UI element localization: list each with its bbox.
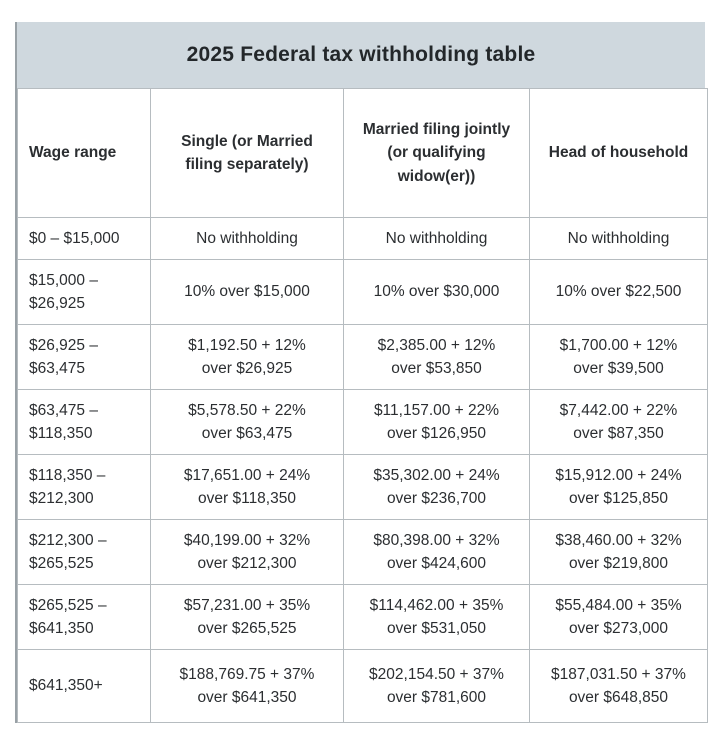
cell-single: $17,651.00 + 24% over $118,350 (150, 454, 344, 520)
table-row: $118,350 – $212,300 $17,651.00 + 24% ove… (17, 454, 708, 520)
cell-married-jointly: $11,157.00 + 22% over $126,950 (343, 389, 530, 455)
column-header-single: Single (or Married filing separately) (150, 88, 344, 218)
table-title: 2025 Federal tax withholding table (17, 22, 705, 88)
header-row: Wage range Single (or Married filing sep… (17, 88, 708, 218)
tax-withholding-table: Wage range Single (or Married filing sep… (17, 88, 708, 723)
cell-wage-range: $0 – $15,000 (17, 217, 151, 260)
cell-wage-range: $212,300 – $265,525 (17, 519, 151, 585)
cell-head-of-household: $38,460.00 + 32% over $219,800 (529, 519, 708, 585)
cell-wage-range: $641,350+ (17, 649, 151, 723)
cell-wage-range: $15,000 – $26,925 (17, 259, 151, 325)
cell-wage-range: $118,350 – $212,300 (17, 454, 151, 520)
column-header-wage-range: Wage range (17, 88, 151, 218)
cell-head-of-household: $1,700.00 + 12% over $39,500 (529, 324, 708, 390)
cell-single: $40,199.00 + 32% over $212,300 (150, 519, 344, 585)
cell-married-jointly: $114,462.00 + 35% over $531,050 (343, 584, 530, 650)
tax-table-container: 2025 Federal tax withholding table Wage … (15, 22, 708, 723)
table-row: $0 – $15,000 No withholding No withholdi… (17, 217, 708, 260)
cell-married-jointly: $80,398.00 + 32% over $424,600 (343, 519, 530, 585)
cell-head-of-household: 10% over $22,500 (529, 259, 708, 325)
cell-single: $57,231.00 + 35% over $265,525 (150, 584, 344, 650)
cell-married-jointly: $35,302.00 + 24% over $236,700 (343, 454, 530, 520)
cell-married-jointly: $202,154.50 + 37% over $781,600 (343, 649, 530, 723)
table-row: $26,925 – $63,475 $1,192.50 + 12% over $… (17, 324, 708, 390)
table-body: $0 – $15,000 No withholding No withholdi… (17, 217, 708, 723)
column-header-married-jointly: Married filing jointly (or qualifying wi… (343, 88, 530, 218)
cell-single: 10% over $15,000 (150, 259, 344, 325)
cell-single: $188,769.75 + 37% over $641,350 (150, 649, 344, 723)
column-header-head-of-household: Head of household (529, 88, 708, 218)
cell-wage-range: $63,475 – $118,350 (17, 389, 151, 455)
cell-single: $1,192.50 + 12% over $26,925 (150, 324, 344, 390)
table-row: $212,300 – $265,525 $40,199.00 + 32% ove… (17, 519, 708, 585)
table-row: $641,350+ $188,769.75 + 37% over $641,35… (17, 649, 708, 723)
table-row: $15,000 – $26,925 10% over $15,000 10% o… (17, 259, 708, 325)
cell-single: No withholding (150, 217, 344, 260)
cell-married-jointly: $2,385.00 + 12% over $53,850 (343, 324, 530, 390)
table-row: $265,525 – $641,350 $57,231.00 + 35% ove… (17, 584, 708, 650)
cell-married-jointly: No withholding (343, 217, 530, 260)
cell-head-of-household: $187,031.50 + 37% over $648,850 (529, 649, 708, 723)
cell-head-of-household: $7,442.00 + 22% over $87,350 (529, 389, 708, 455)
table-header: Wage range Single (or Married filing sep… (17, 88, 708, 218)
cell-single: $5,578.50 + 22% over $63,475 (150, 389, 344, 455)
cell-head-of-household: $15,912.00 + 24% over $125,850 (529, 454, 708, 520)
cell-wage-range: $26,925 – $63,475 (17, 324, 151, 390)
cell-head-of-household: No withholding (529, 217, 708, 260)
cell-married-jointly: 10% over $30,000 (343, 259, 530, 325)
cell-wage-range: $265,525 – $641,350 (17, 584, 151, 650)
table-row: $63,475 – $118,350 $5,578.50 + 22% over … (17, 389, 708, 455)
cell-head-of-household: $55,484.00 + 35% over $273,000 (529, 584, 708, 650)
